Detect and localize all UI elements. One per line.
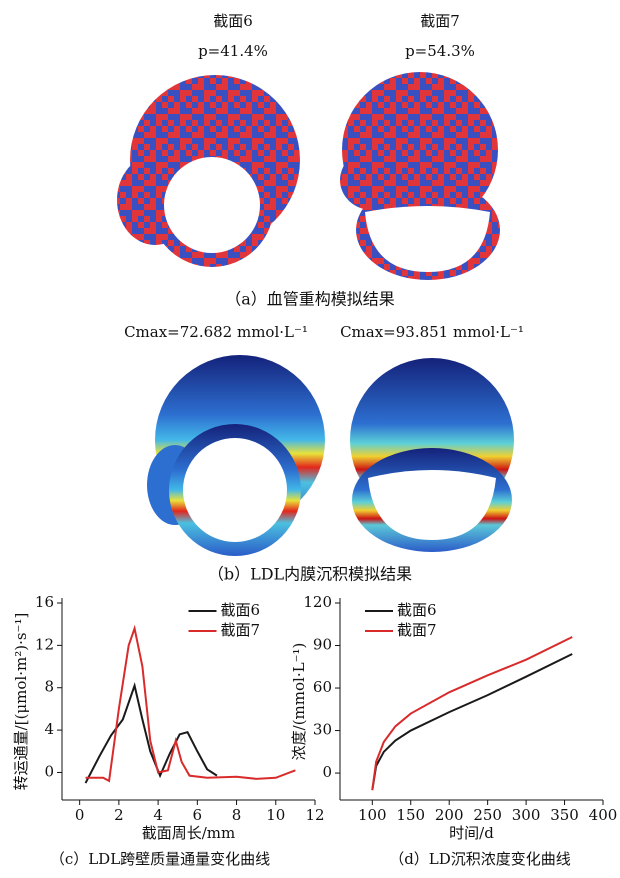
caption: （a）血管重构模拟结果: [225, 290, 395, 309]
y-tick-label: 120: [303, 593, 332, 611]
mosaic-left: [117, 75, 300, 267]
x-axis-label: 时间/d: [449, 824, 494, 842]
series-line: [371, 653, 573, 791]
y-tick-label: 0: [44, 762, 54, 780]
y-tick-label: 4: [44, 720, 54, 738]
series-line: [371, 636, 573, 791]
y-tick-label: 0: [322, 763, 332, 781]
y-tick-label: 12: [35, 635, 54, 653]
x-tick-label: 12: [305, 806, 324, 824]
caption: （d）LD沉积浓度变化曲线: [389, 850, 571, 868]
x-tick-label: 300: [512, 806, 541, 824]
panel-note: p=41.4%: [198, 42, 268, 60]
legend-label: 截面7: [397, 621, 437, 639]
legend-label: 截面6: [397, 601, 437, 619]
x-tick-label: 400: [589, 806, 618, 824]
y-axis-label: 浓度/(mmol·L⁻¹): [290, 643, 308, 761]
series-line: [84, 682, 218, 784]
series-line: [85, 624, 296, 783]
panel-note: p=54.3%: [405, 42, 475, 60]
caption: （c）LDL跨壁质量通量变化曲线: [50, 850, 270, 868]
panel-title: 截面7: [420, 12, 460, 30]
y-tick-label: 30: [313, 721, 332, 739]
x-tick-label: 100: [358, 806, 387, 824]
x-tick-label: 2: [114, 806, 124, 824]
y-axis-label: 转运通量/[(μmol·m²)·s⁻¹]: [12, 613, 30, 791]
legend-label: 截面7: [221, 621, 261, 639]
x-tick-label: 4: [153, 806, 163, 824]
x-tick-label: 350: [550, 806, 579, 824]
x-tick-label: 6: [193, 806, 203, 824]
legend-label: 截面6: [221, 601, 261, 619]
x-tick-label: 0: [75, 806, 85, 824]
panel-title: 截面6: [213, 12, 253, 30]
heatmap-left: [147, 355, 325, 556]
y-tick-label: 60: [313, 678, 332, 696]
panel-note: Cmax=72.682 mmol·L⁻¹: [124, 323, 308, 341]
x-tick-label: 150: [396, 806, 425, 824]
x-axis-label: 截面周长/mm: [142, 824, 236, 842]
caption: （b）LDL内膜沉积模拟结果: [208, 565, 412, 584]
y-tick-label: 16: [35, 593, 54, 611]
y-tick-label: 8: [44, 678, 54, 696]
heatmap-right: [350, 358, 514, 552]
x-tick-label: 8: [232, 806, 242, 824]
x-tick-label: 200: [435, 806, 464, 824]
x-tick-label: 10: [266, 806, 285, 824]
mosaic-right: [340, 72, 500, 280]
x-tick-label: 250: [473, 806, 502, 824]
y-tick-label: 90: [313, 636, 332, 654]
panel-note: Cmax=93.851 mmol·L⁻¹: [340, 323, 524, 341]
